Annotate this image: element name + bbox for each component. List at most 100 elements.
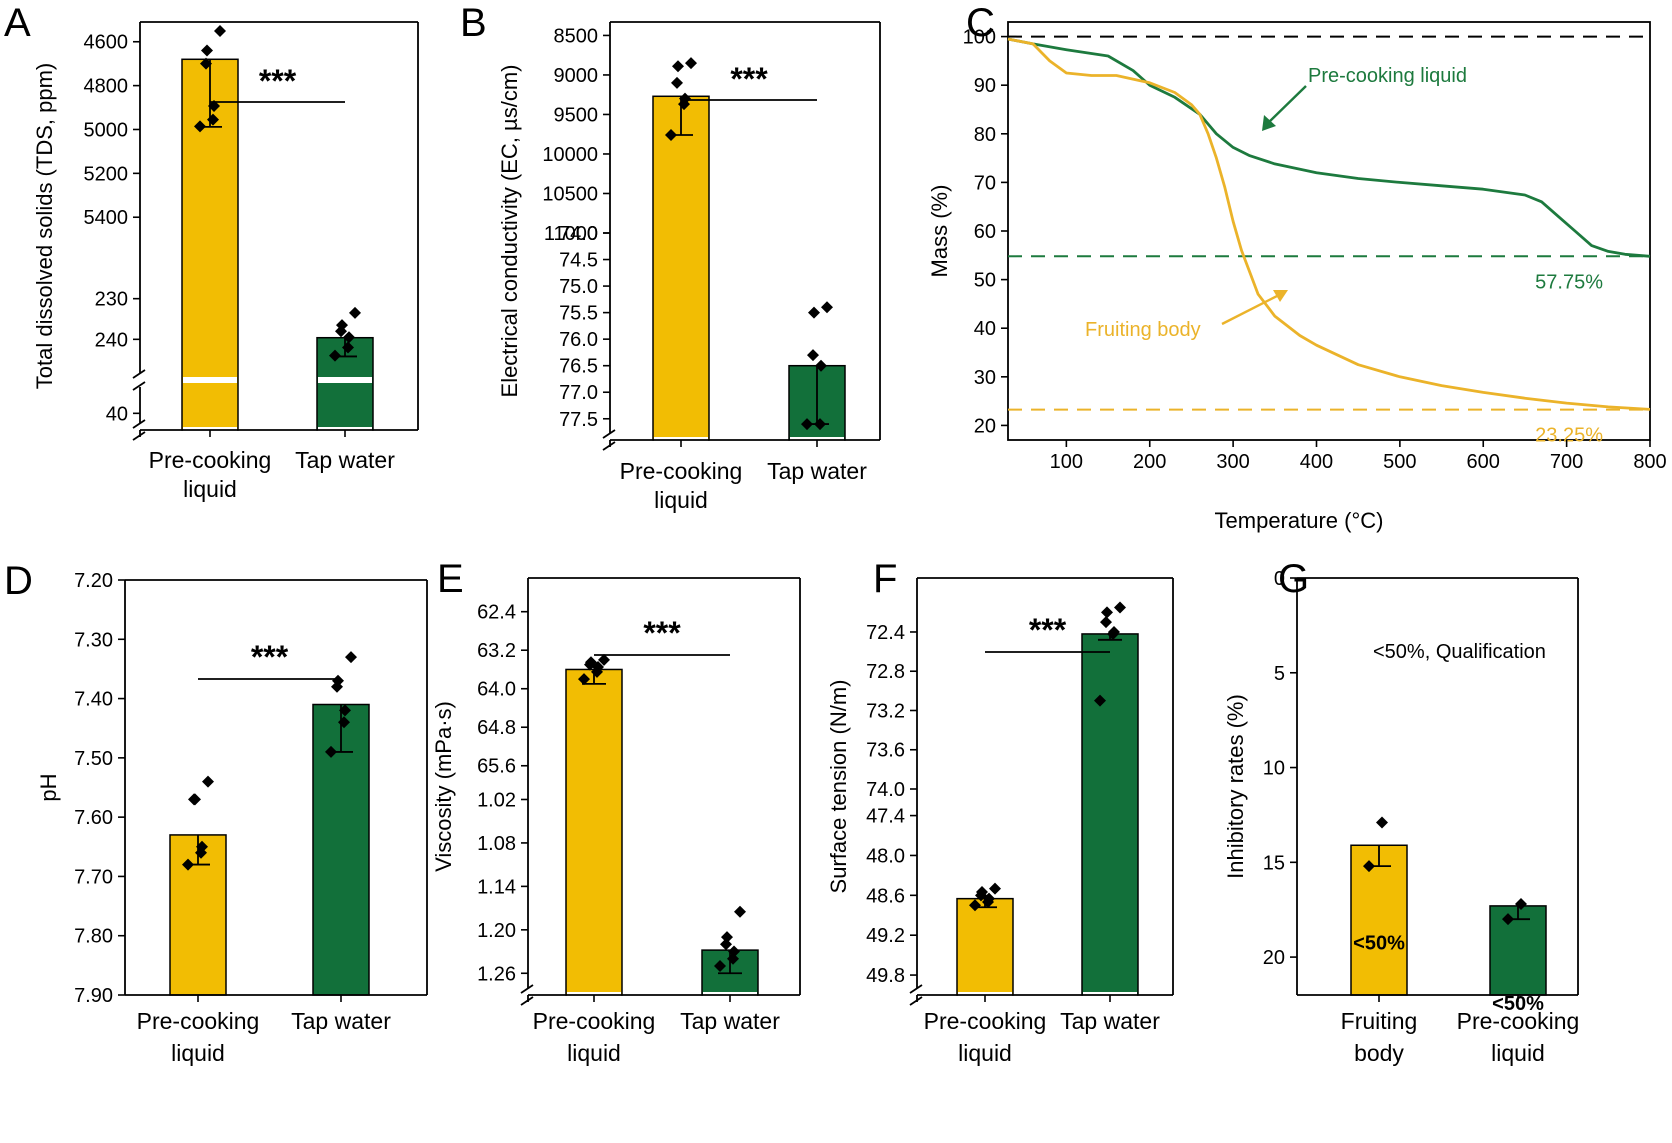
bar [565,668,623,996]
y-tick-label: 62.4 [477,602,516,624]
qualification-note: <50%, Qualification [1373,641,1546,663]
y-tick-label: 5000 [84,119,129,141]
data-point [578,673,590,686]
category-label: liquid [171,1040,225,1066]
data-point [329,349,341,362]
y-tick-label: 7.70 [74,866,113,888]
axis-break-mark [909,984,923,994]
significance-stars: *** [643,615,681,651]
data-point [814,418,826,431]
significance-stars: *** [259,63,297,99]
category-label: liquid [567,1040,621,1066]
x-tick-label: 200 [1133,451,1166,473]
y-tick-label: 8500 [554,25,599,47]
data-point [336,319,348,332]
data-point [339,704,351,717]
category-label: Fruiting [1341,1008,1418,1034]
data-point [808,306,820,319]
panel-g: G <50% <50% 0 5 10 15 20 Fruiting body Pre-cooking… [1223,557,1579,1066]
y-tick-label: 65.6 [477,756,516,778]
data-point [202,775,214,788]
y-tick-label: 7.40 [74,689,113,711]
y-tick-label: 60 [974,221,996,243]
y-tick-label: 7.80 [74,926,113,948]
y-tick-label: 5200 [84,163,129,185]
y-tick-label: 49.8 [866,965,905,987]
y-axis-title: Total dissolved solids (TDS, ppm) [32,63,57,389]
y-tick-label: 76.5 [559,356,598,378]
data-point [672,60,684,73]
y-tick-label: 40 [974,318,996,340]
axis-break-mark [602,441,616,451]
y-tick-label: 1.26 [477,963,516,985]
data-point [714,960,726,973]
data-point [342,341,354,354]
y-tick-label: 40 [106,403,128,425]
data-point [727,952,739,965]
y-tick-label: 80 [974,124,996,146]
category-label: Pre-cooking [924,1008,1047,1034]
y-tick-label: 76.0 [559,329,598,351]
series-label-pre-cooking: Pre-cooking liquid [1308,65,1467,87]
y-axis-title: Inhibitory rates (%) [1223,694,1248,879]
y-tick-label: 47.4 [866,806,905,828]
y-tick-label: 73.2 [866,700,905,722]
arrow-head [1273,290,1288,302]
category-label: liquid [654,487,708,513]
data-point [1108,625,1120,638]
y-tick-label: 7.20 [74,570,113,592]
y-tick-label: 9500 [554,104,599,126]
y-tick-label: 10 [1263,758,1285,780]
panel-letter: F [873,557,897,601]
y-axis-title: Surface tension (N/m) [826,680,851,894]
y-tick-label: 11000 [544,223,598,245]
data-point [728,945,740,958]
y-tick-label: 10500 [542,183,598,205]
bar [1081,633,1139,996]
data-point [1100,616,1112,629]
data-point [182,858,194,871]
y-tick-label: 7.60 [74,807,113,829]
y-tick-label: 240 [95,329,128,351]
axis-break-mark [520,984,534,994]
y-tick-label: 4800 [84,76,129,98]
y-axis-title: Mass (%) [927,185,952,278]
data-point [969,899,981,912]
y-tick-label: 75.0 [559,276,598,298]
y-tick-label: 1.08 [477,833,516,855]
x-tick-label: 300 [1216,451,1249,473]
data-point [345,651,357,664]
panel-letter: A [4,1,31,45]
y-tick-label: 49.2 [866,925,905,947]
data-point [343,331,355,344]
series-label-fruiting: Fruiting body [1085,319,1201,341]
bar [312,703,370,996]
significance-stars: *** [251,639,289,675]
data-point [1114,601,1126,614]
y-tick-label: 230 [95,289,128,311]
y-tick-label: 1.14 [477,876,516,898]
x-tick-label: 600 [1467,451,1500,473]
x-tick-label: 800 [1633,451,1666,473]
y-tick-label: 72.4 [866,622,905,644]
y-tick-label: 9000 [554,65,599,87]
annotation-arrow [1221,293,1280,326]
panel-e: E 1.02 1.08 1.14 1.20 1.26 62.4 63.2 64.0 64.8 65.… [431,557,801,1066]
axis-break-mark [520,996,534,1006]
y-tick-label: 30 [974,367,996,389]
panel-d: D 7.20 7.30 7.40 7.50 7.60 7.70 7.80 7.90 Pre-coo… [4,559,428,1066]
panel-letter: D [4,559,33,603]
y-tick-label: 48.0 [866,845,905,867]
data-point [194,120,206,133]
data-point [1094,694,1106,707]
data-point [976,886,988,898]
annotation-arrow [1267,85,1307,124]
panel-letter: G [1278,557,1309,601]
y-tick-label: 74.0 [866,779,905,801]
data-point [189,793,201,806]
bar-break-gap [318,377,372,383]
y-tick-label: 1.02 [477,789,516,811]
y-tick-label: 90 [974,75,996,97]
data-point [200,57,212,70]
